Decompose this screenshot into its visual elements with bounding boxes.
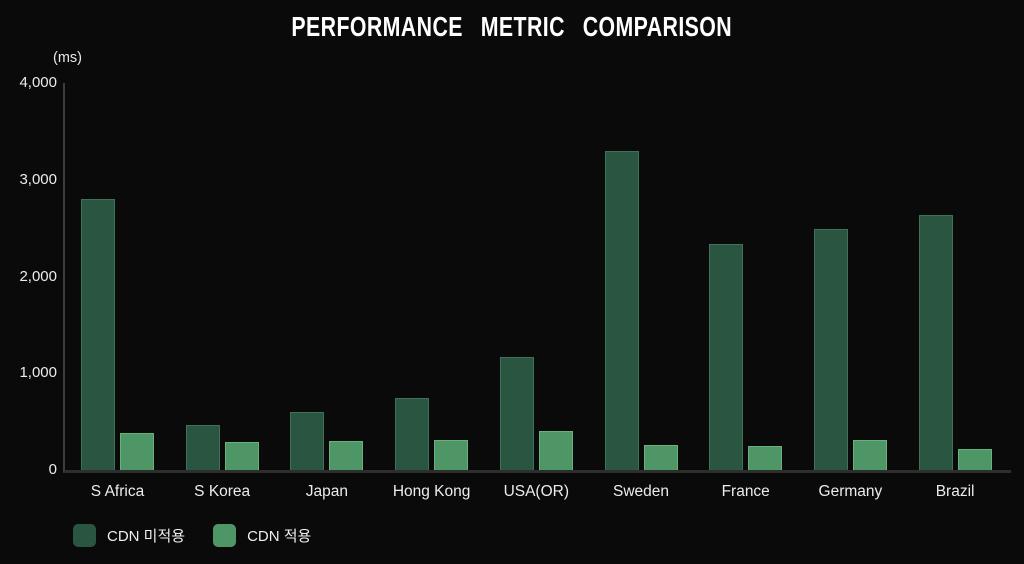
bar-cdn-off-usa-or- (499, 356, 534, 470)
chart-legend: CDN 미적용 CDN 적용 (73, 524, 311, 547)
category-label-france: France (721, 483, 770, 500)
bar-cdn-off-france (709, 243, 744, 470)
y-tick-label-3000: 3,000 (19, 170, 57, 188)
bar-cdn-on-usa-or- (538, 431, 573, 470)
bar-cdn-on-brazil (957, 448, 992, 470)
legend-swatch-cdn-on (213, 524, 237, 547)
bar-cdn-off-sweden (604, 150, 639, 470)
bar-cdn-off-japan (290, 411, 325, 470)
category-label-s-korea: S Korea (194, 483, 251, 500)
y-axis-unit-label: (ms) (53, 50, 82, 66)
y-tick-label-4000: 4,000 (19, 74, 57, 91)
category-label-japan: Japan (305, 483, 348, 500)
bar-cdn-on-france (748, 445, 783, 470)
category-label-hong-kong: Hong Kong (392, 483, 471, 500)
category-label-usa-or-: USA(OR) (503, 483, 570, 500)
bar-cdn-off-germany (813, 229, 848, 470)
bar-cdn-off-s-africa (81, 199, 115, 470)
bar-cdn-on-germany (852, 440, 887, 470)
y-tick-label-0: 0 (48, 461, 57, 478)
category-label-germany: Germany (818, 483, 883, 500)
bar-cdn-off-brazil (918, 214, 953, 470)
bar-cdn-on-sweden (643, 444, 678, 470)
legend-label-cdn-off: CDN 미적용 (107, 528, 186, 545)
bar-cdn-on-japan (329, 440, 364, 470)
y-tick-label-2000: 2,000 (19, 267, 57, 285)
legend-swatch-cdn-off (73, 524, 96, 547)
legend-label-cdn-on: CDN 적용 (247, 528, 312, 545)
category-label-s-africa: S Africa (90, 483, 145, 500)
y-tick-label-1000: 1,000 (19, 364, 57, 382)
bar-cdn-off-s-korea (185, 424, 220, 470)
bar-cdn-on-hong-kong (434, 440, 469, 470)
bar-cdn-on-s-africa (120, 433, 154, 470)
category-label-brazil: Brazil (935, 483, 975, 500)
category-label-sweden: Sweden (612, 483, 669, 500)
chart-title: PERFORMANCE METRIC COMPARISON (0, 11, 1024, 43)
bar-cdn-off-hong-kong (395, 398, 430, 470)
bar-cdn-on-s-korea (224, 441, 259, 470)
plot-area (63, 83, 1011, 473)
chart-title-text: PERFORMANCE METRIC COMPARISON (291, 11, 733, 43)
legend-item-cdn-on: CDN 적용 (213, 524, 311, 547)
legend-item-cdn-off: CDN 미적용 (73, 524, 185, 547)
